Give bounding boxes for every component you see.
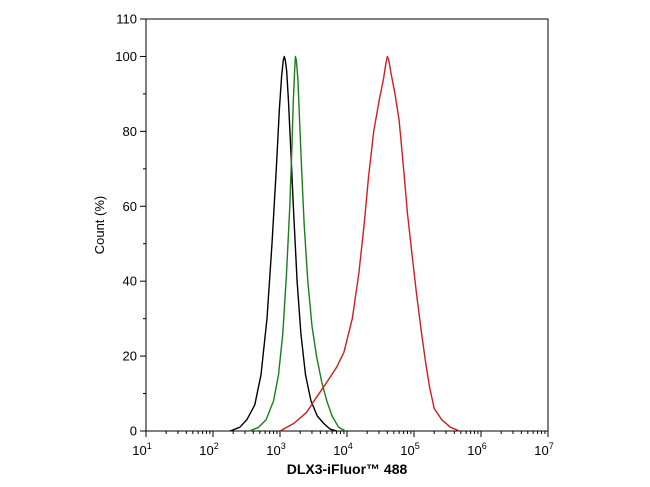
- series-line-3: [279, 55, 460, 432]
- x-tick-label: 107: [534, 441, 553, 458]
- y-axis-title: Count (%): [92, 196, 107, 255]
- y-tick-label: 0: [130, 424, 137, 439]
- series-line-1: [229, 55, 337, 432]
- y-tick-label: 100: [115, 49, 137, 64]
- plot-border: [145, 18, 549, 432]
- x-tick-label: 104: [333, 441, 352, 458]
- y-tick-label: 20: [123, 349, 137, 364]
- series-line-2: [249, 55, 346, 432]
- y-tick-label: 80: [123, 124, 137, 139]
- x-tick-label: 105: [400, 441, 419, 458]
- x-axis-title: DLX3-iFluor™ 488: [287, 461, 408, 477]
- x-tick-label: 102: [199, 441, 218, 458]
- x-tick-label: 101: [132, 441, 151, 458]
- x-tick-label: 106: [467, 441, 486, 458]
- x-tick-label: 103: [266, 441, 285, 458]
- plot-frame: [145, 18, 549, 432]
- x-axis-ticks: 101 102 103 104 105 106 107: [132, 431, 554, 458]
- y-axis-ticks: 0 20 40 60 80 100 110: [115, 12, 146, 439]
- series-lines: [229, 55, 460, 432]
- y-tick-label: 110: [116, 12, 137, 27]
- y-tick-label: 40: [123, 274, 137, 289]
- y-tick-label: 60: [123, 199, 137, 214]
